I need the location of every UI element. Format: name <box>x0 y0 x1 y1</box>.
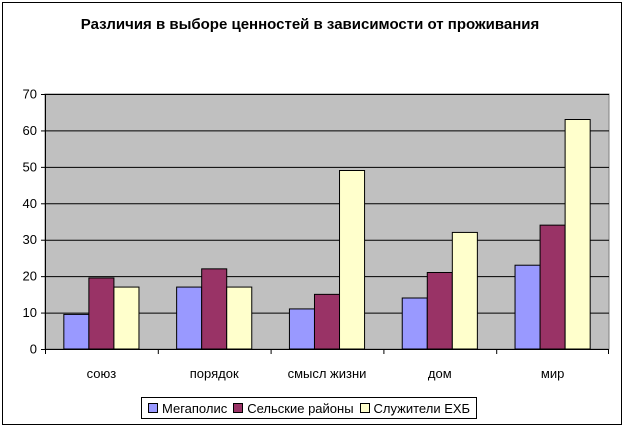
y-tick-label-10: 10 <box>23 305 37 320</box>
y-tick-label-50: 50 <box>23 159 37 174</box>
bar-3-2 <box>226 286 253 350</box>
bar-2-2 <box>201 268 228 350</box>
x-tick-label-4: дом <box>428 366 452 381</box>
y-tick-label-40: 40 <box>23 196 37 211</box>
x-tick-label-3: смысл жизни <box>288 366 367 381</box>
bar-2-5 <box>539 224 566 350</box>
legend-label-rural: Сельские районы <box>247 400 354 416</box>
legend-item-ministers: Служители ЕХБ <box>359 400 471 416</box>
x-tick-label-1: союз <box>87 366 117 381</box>
bar-3-1 <box>113 286 140 350</box>
y-tick-label-0: 0 <box>30 342 37 357</box>
bar-3-5 <box>564 119 591 350</box>
y-tick-label-70: 70 <box>23 87 37 102</box>
bar-3-4 <box>451 231 478 350</box>
legend: Мегаполис Сельские районы Служители ЕХБ <box>141 397 478 419</box>
y-tick-label-30: 30 <box>23 232 37 247</box>
bar-1-5 <box>514 264 541 350</box>
bar-3-3 <box>339 170 366 350</box>
bar-2-4 <box>426 272 453 350</box>
x-tick-label-5: мир <box>541 366 564 381</box>
bar-1-1 <box>63 313 90 350</box>
bar-1-3 <box>288 308 315 350</box>
legend-swatch-megapolis <box>148 403 158 413</box>
x-tick-label-2: порядок <box>190 366 239 381</box>
legend-label-ministers: Служители ЕХБ <box>373 400 471 416</box>
bar-1-2 <box>176 286 203 350</box>
legend-item-rural: Сельские районы <box>233 400 354 416</box>
y-tick-label-60: 60 <box>23 123 37 138</box>
legend-label-megapolis: Мегаполис <box>162 400 228 416</box>
bar-2-1 <box>88 277 115 350</box>
chart-title: Различия в выборе ценностей в зависимост… <box>80 16 540 33</box>
y-tick-label-20: 20 <box>23 269 37 284</box>
legend-swatch-rural <box>233 403 244 413</box>
bar-1-4 <box>401 297 428 350</box>
legend-item-megapolis: Мегаполис <box>148 401 227 416</box>
plot-area: 0 10 20 30 40 50 60 70 союз порядок смысл жизни дом… <box>23 87 610 381</box>
bar-2-3 <box>313 293 341 350</box>
legend-swatch-ministers <box>359 403 370 413</box>
